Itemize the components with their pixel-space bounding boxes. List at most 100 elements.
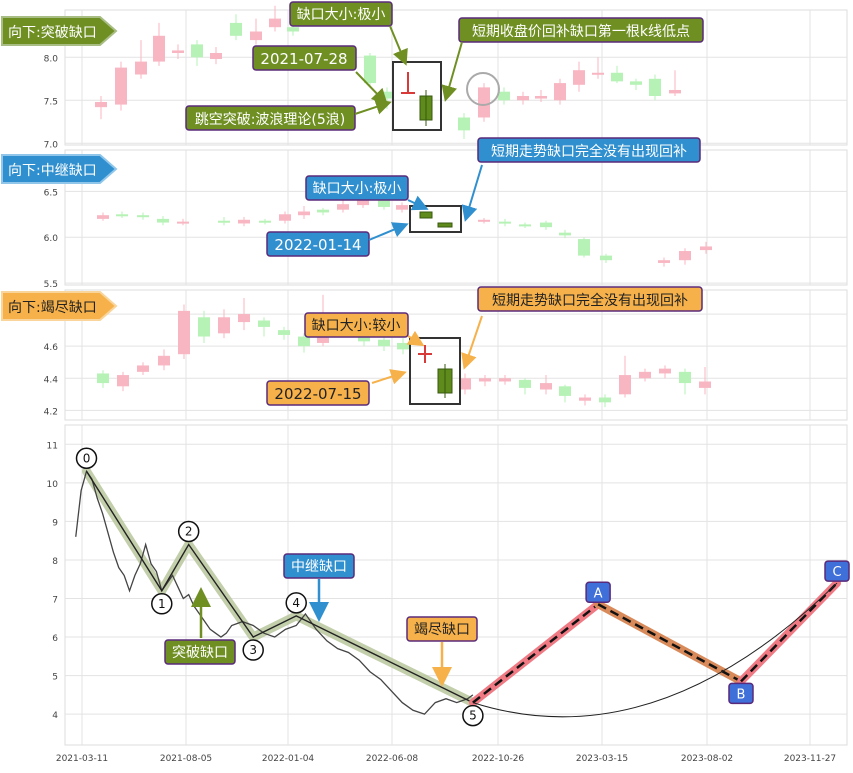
panel-3-grid bbox=[65, 290, 847, 420]
main-annotation-box bbox=[164, 639, 236, 665]
candle-body bbox=[357, 198, 369, 206]
main-ytick-label: 5 bbox=[52, 673, 58, 683]
main-xtick-group: 2021-03-11 2021-08-05 2022-01-04 2022-06-08… bbox=[56, 754, 836, 764]
wave-point-marker bbox=[75, 447, 98, 470]
wave-point-label: 0 bbox=[83, 451, 91, 465]
candle-body bbox=[599, 397, 611, 403]
main-xtick-label: 2023-11-27 bbox=[784, 754, 836, 764]
candle-body bbox=[578, 239, 590, 256]
panel-3-gap-size-label bbox=[304, 312, 409, 338]
candle-body bbox=[535, 95, 547, 99]
main-annotation-label: 突破缺口 bbox=[172, 645, 228, 661]
main-xtick-label: 2023-03-15 bbox=[576, 754, 628, 764]
panel-2-candles bbox=[97, 195, 712, 267]
panel-3-date-label bbox=[266, 380, 370, 406]
wave-point-marker bbox=[285, 592, 307, 614]
wave-point-label: 3 bbox=[249, 643, 257, 657]
candle-body bbox=[178, 310, 190, 355]
candle-body bbox=[279, 214, 291, 221]
candle-body bbox=[172, 50, 184, 53]
main-ytick-label: 7 bbox=[52, 595, 58, 605]
forecast-node-box bbox=[824, 560, 850, 582]
candle-body bbox=[137, 215, 149, 218]
candle-body bbox=[579, 397, 591, 401]
candle-body bbox=[498, 91, 510, 101]
gap-box-2 bbox=[409, 205, 462, 233]
wave-point-label: 2 bbox=[185, 525, 193, 539]
panel-2-annotations: 缺口大小:极小 2022-01-14 短期走势缺口完全没有出现回补 bbox=[266, 137, 701, 257]
main-xtick-label: 2022-06-08 bbox=[366, 754, 419, 764]
forecast-node-box bbox=[728, 682, 754, 705]
panel-2-tag-text: 向下:中继缺口 bbox=[8, 163, 97, 179]
candle-body bbox=[639, 371, 651, 379]
panel-1-date-text: 2021-07-28 bbox=[260, 50, 347, 68]
candle-body bbox=[137, 365, 149, 372]
candle-body bbox=[238, 219, 250, 224]
wave-point-label: 5 bbox=[469, 709, 477, 723]
forecast-segment-dash bbox=[472, 603, 599, 704]
candle-body bbox=[198, 317, 210, 337]
panel-3-candles bbox=[97, 294, 711, 408]
candle-body bbox=[499, 378, 511, 382]
candle-body bbox=[269, 18, 281, 28]
candle-body bbox=[378, 339, 390, 347]
panel-1-candles bbox=[95, 5, 681, 139]
panel-3-ytick-label: 4.2 bbox=[44, 407, 58, 417]
candle-body bbox=[630, 81, 642, 85]
main-xtick-label: 2022-10-26 bbox=[472, 754, 525, 764]
candle-body bbox=[478, 87, 490, 118]
panel-2-ytick-label: 6.0 bbox=[44, 234, 59, 244]
candle-body bbox=[499, 221, 511, 224]
candle-body bbox=[669, 89, 681, 94]
candle-body bbox=[619, 375, 631, 395]
panel-3-date-text: 2022-07-15 bbox=[274, 385, 361, 403]
panel-1-ytick-label: 7.0 bbox=[44, 140, 59, 150]
wave-point-marker bbox=[177, 520, 200, 543]
candle-body bbox=[540, 222, 552, 228]
panel-2-tag: 向下:中继缺口 bbox=[1, 154, 118, 184]
candle-body bbox=[298, 211, 310, 216]
candle-body bbox=[519, 379, 531, 388]
panel-1-tag-text: 向下:突破缺口 bbox=[8, 25, 97, 41]
candle-body bbox=[378, 200, 390, 207]
candle-body bbox=[259, 220, 271, 223]
candle-body bbox=[337, 204, 349, 210]
panel-1-gap-size-text: 缺口大小:极小 bbox=[297, 7, 386, 23]
candle-body bbox=[218, 220, 230, 223]
main-xtick-label: 2022-01-04 bbox=[262, 754, 315, 764]
candle-body bbox=[250, 31, 262, 41]
candle-body bbox=[238, 314, 250, 323]
candle-body bbox=[364, 55, 376, 84]
candle-body bbox=[116, 214, 128, 217]
main-ytick-label: 9 bbox=[52, 518, 58, 528]
candle-body bbox=[592, 72, 604, 75]
candle-body bbox=[479, 378, 491, 382]
panel-1-wave-text: 跳空突破:波浪理论(5浪) bbox=[195, 112, 346, 128]
candle-body bbox=[317, 334, 329, 343]
wave-point-marker bbox=[242, 639, 264, 661]
candle-body bbox=[554, 83, 566, 101]
candle-body bbox=[153, 35, 165, 62]
panel-1-wave-label bbox=[185, 105, 356, 131]
panel-3-annotations: 缺口大小:较小 2022-07-15 短期走势缺口完全没有出现回补 bbox=[266, 286, 703, 406]
gap-box-1 bbox=[392, 61, 442, 131]
panel-2-grid bbox=[65, 150, 847, 285]
panel-1-ytick-group: 8.0 7.5 7.0 bbox=[44, 54, 59, 150]
main-ytick-label: 11 bbox=[47, 441, 58, 451]
main-ytick-label: 10 bbox=[47, 480, 59, 490]
panel-3-note-text: 短期走势缺口完全没有出现回补 bbox=[492, 292, 688, 309]
panel-2-note-label bbox=[477, 137, 701, 163]
main-ytick-label: 6 bbox=[52, 634, 58, 644]
candle-body bbox=[397, 342, 409, 350]
candle-body bbox=[317, 209, 329, 213]
candle-body bbox=[699, 381, 711, 388]
panel-3-ytick-label: 4.4 bbox=[44, 375, 59, 385]
candle-body bbox=[115, 67, 127, 105]
candle-body bbox=[458, 117, 470, 131]
candle-body bbox=[478, 219, 490, 222]
main-annotation-label: 中继缺口 bbox=[291, 559, 347, 575]
main-ytick-label: 4 bbox=[52, 711, 58, 721]
forecast-curve bbox=[472, 582, 838, 718]
